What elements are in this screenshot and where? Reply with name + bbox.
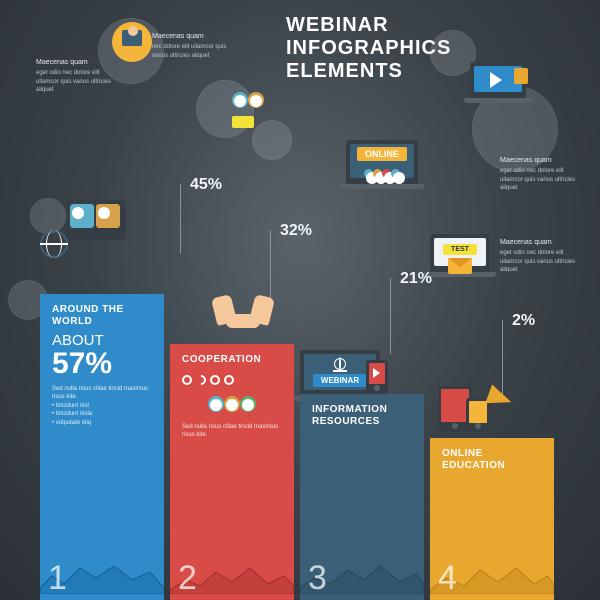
sparkline: 2: [170, 558, 300, 594]
sparkline: 1: [40, 558, 170, 594]
sparkline: 3: [300, 558, 430, 594]
bar-body: Sed nulla risus cillae tincid maximus ri…: [182, 423, 282, 440]
video-chat-icon: [66, 200, 126, 240]
sparkline: 4: [430, 558, 560, 594]
bar-title: COOPERATION: [182, 354, 282, 366]
callout-text: Maecenas quameget odio nec dolore elit u…: [500, 156, 582, 192]
bar-title: AROUND THE WORLD: [52, 304, 152, 328]
bar-body: Sed nulla risus cillae tincid maximus ri…: [52, 385, 152, 427]
bar-chart: AROUND THE WORLDABOUT 57%Sed nulla risus…: [40, 240, 560, 600]
bar-index-number: 4: [438, 559, 457, 598]
page-title: WEBINAR INFOGRAPHICS ELEMENTS: [286, 14, 451, 83]
percent-label: 45%: [190, 176, 222, 194]
bar-title: INFORMATION RESOURCES: [312, 404, 412, 428]
sparkline-row: 1 2 3 4: [40, 558, 560, 594]
bar-title: ONLINE EDUCATION: [442, 448, 542, 472]
callout-text: Maecenas quameget odio nec dolore elit u…: [36, 58, 118, 94]
online-tag: ONLINE: [357, 147, 407, 161]
bubble: [30, 198, 66, 234]
bar-index-number: 3: [308, 559, 327, 598]
video-laptop-icon: [470, 62, 526, 98]
percent-label: 32%: [280, 222, 312, 240]
bar-column: AROUND THE WORLDABOUT 57%Sed nulla risus…: [40, 294, 164, 600]
chat-avatars-icon: [232, 92, 264, 128]
bar-index-number: 2: [178, 559, 197, 598]
bar-big-value: 57%: [52, 349, 152, 379]
bar-index-number: 1: [48, 559, 67, 598]
person-at-desk-icon: [112, 22, 152, 62]
callout-text: Maecenas quamnec dolore elit ullamcor qu…: [152, 32, 234, 60]
online-laptop-icon: ONLINE: [346, 140, 418, 184]
